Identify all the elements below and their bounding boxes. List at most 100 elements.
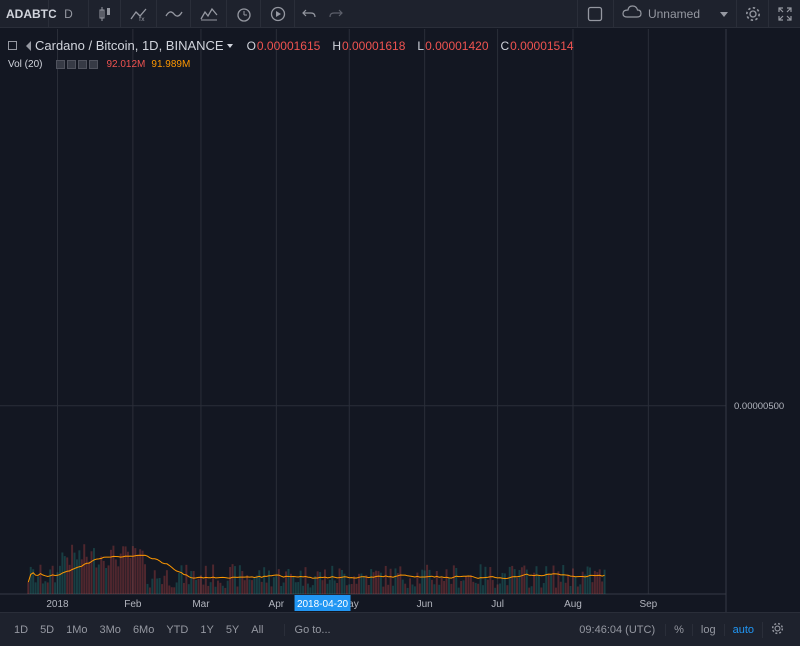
volume-bar — [350, 584, 353, 594]
volume-label[interactable]: Vol (20) — [8, 59, 43, 70]
plus-icon[interactable] — [78, 60, 88, 69]
volume-bar — [297, 582, 300, 594]
range-5y-button[interactable]: 5Y — [225, 623, 240, 636]
volume-bar — [110, 549, 112, 594]
eye-icon[interactable] — [56, 60, 66, 69]
volume-ma-line — [27, 554, 605, 583]
volume-bar — [127, 551, 129, 594]
symbol-search-button[interactable]: ADABTC — [6, 6, 57, 21]
percent-scale-toggle[interactable]: % — [665, 623, 692, 636]
range-all-button[interactable]: All — [251, 623, 264, 636]
volume-bar — [97, 564, 100, 594]
indicators-icon[interactable]: fx — [120, 0, 156, 28]
volume-bar — [292, 577, 295, 594]
volume-bar — [226, 580, 229, 594]
range-6mo-button[interactable]: 6Mo — [132, 623, 155, 636]
volume-bar — [204, 565, 207, 594]
templates-icon[interactable] — [190, 0, 226, 28]
volume-bar — [238, 565, 241, 594]
goto-date-button[interactable]: Go to... — [283, 623, 331, 636]
volume-bar — [112, 545, 115, 594]
volume-bar — [217, 580, 219, 594]
open-value: 0.00001615 — [256, 38, 321, 53]
log-scale-toggle[interactable]: log — [691, 623, 724, 636]
volume-bar — [506, 585, 509, 594]
close-icon[interactable] — [89, 60, 99, 69]
settings-icon[interactable] — [736, 0, 768, 28]
chart-settings-icon[interactable] — [762, 621, 792, 638]
series-title[interactable]: Cardano / Bitcoin, 1D, BINANCE — [35, 38, 224, 53]
series-menu-chevron-icon[interactable] — [226, 43, 233, 48]
volume-bar — [396, 573, 399, 594]
volume-bar — [168, 585, 171, 594]
candles-icon[interactable] — [88, 0, 120, 28]
volume-bar — [146, 583, 149, 594]
volume-bar — [277, 569, 280, 594]
volume-bar — [92, 548, 95, 594]
alert-icon[interactable] — [226, 0, 260, 28]
x-tick-label: Apr — [269, 599, 285, 610]
range-ytd-button[interactable]: YTD — [166, 623, 189, 636]
auto-scale-toggle[interactable]: auto — [723, 623, 762, 636]
price-chart[interactable]: 0.000005002018FebMarAprMayJunJulAugSep0.… — [0, 29, 800, 612]
volume-bar — [170, 587, 173, 594]
range-1d-button[interactable]: 1D — [14, 623, 29, 636]
volume-bar — [540, 587, 543, 594]
volume-bar — [195, 579, 198, 594]
volume-bar — [178, 572, 181, 594]
volume-bar — [272, 577, 275, 594]
redo-icon[interactable] — [322, 0, 350, 28]
volume-bar — [151, 578, 154, 594]
volume-bar — [435, 570, 438, 594]
volume-bar — [314, 576, 317, 594]
volume-bar — [265, 582, 268, 594]
x-tick-label: Feb — [124, 599, 142, 610]
volume-bar — [542, 583, 545, 594]
volume-bar — [268, 570, 271, 594]
volume-bar — [489, 567, 492, 594]
volume-bar — [190, 571, 193, 594]
compare-icon[interactable] — [156, 0, 190, 28]
volume-bar — [253, 578, 256, 594]
chart-area[interactable]: 0.000005002018FebMarAprMayJunJulAugSep0.… — [0, 29, 800, 612]
volume-bar — [323, 569, 326, 594]
volume-bar — [117, 566, 120, 594]
close-label: C — [500, 38, 510, 53]
volume-bar — [255, 575, 258, 594]
volume-bar — [258, 570, 261, 594]
volume-bar — [29, 566, 32, 594]
x-tick-label: Jul — [491, 599, 504, 610]
low-label: L — [417, 38, 425, 53]
volume-bar — [469, 574, 472, 594]
volume-bar — [579, 584, 582, 594]
utc-clock[interactable]: 09:46:04 (UTC) — [579, 623, 656, 636]
volume-bar — [319, 572, 322, 594]
range-5d-button[interactable]: 5D — [40, 623, 55, 636]
volume-bar — [591, 582, 594, 594]
volume-bar — [355, 583, 358, 594]
gear-icon[interactable] — [67, 60, 77, 69]
range-3mo-button[interactable]: 3Mo — [99, 623, 121, 636]
volume-bar — [460, 580, 463, 594]
chevron-down-icon — [720, 7, 728, 21]
interval-button[interactable]: D — [48, 0, 88, 28]
volume-bar — [589, 567, 591, 594]
volume-bar — [331, 565, 334, 594]
fullscreen-icon[interactable] — [768, 0, 800, 28]
layout-menu-button[interactable]: Unnamed — [612, 0, 736, 28]
volume-bar — [294, 582, 297, 594]
volume-bar — [433, 584, 436, 594]
volume-bar — [285, 571, 288, 594]
volume-bar — [34, 582, 37, 594]
high-value: 0.00001618 — [342, 38, 406, 53]
range-1y-button[interactable]: 1Y — [200, 623, 214, 636]
volume-bar — [122, 546, 125, 594]
square-icon[interactable] — [576, 0, 613, 28]
range-1mo-button[interactable]: 1Mo — [66, 623, 88, 636]
volume-bar — [372, 572, 375, 594]
open-label: O — [246, 38, 256, 53]
collapse-legend-icon[interactable] — [8, 41, 17, 50]
replay-icon[interactable] — [260, 0, 294, 28]
close-value: 0.00001514 — [510, 38, 574, 53]
undo-icon[interactable] — [294, 0, 322, 28]
